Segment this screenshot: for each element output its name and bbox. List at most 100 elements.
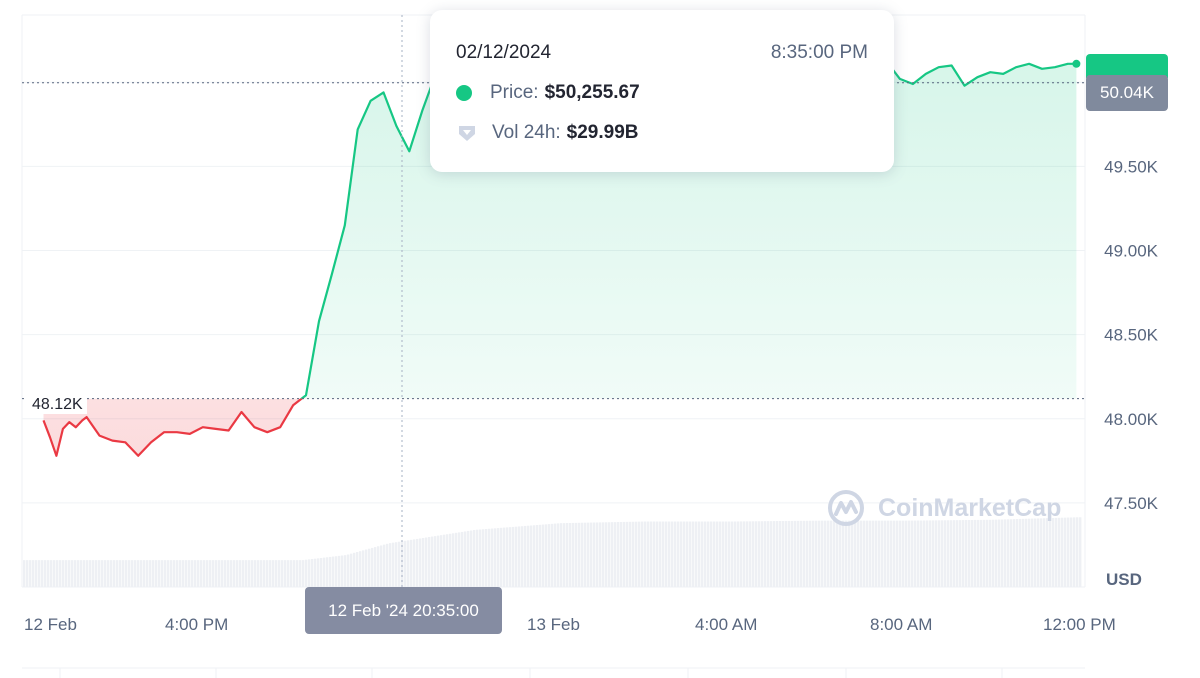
volume-bar xyxy=(833,520,836,587)
volume-bar xyxy=(512,526,515,587)
volume-bar xyxy=(302,560,305,587)
volume-bar xyxy=(1004,519,1007,587)
volume-bar xyxy=(1034,518,1037,587)
volume-bar xyxy=(602,522,605,587)
volume-bar xyxy=(671,521,674,587)
y-tick-label: 49.50K xyxy=(1104,157,1159,176)
volume-bar xyxy=(638,521,641,587)
volume-bar xyxy=(956,520,959,587)
volume-bar xyxy=(155,560,158,587)
volume-bar xyxy=(836,520,839,587)
volume-bar xyxy=(1073,517,1076,587)
y-tick-label: 47.50K xyxy=(1104,494,1159,513)
reference-price-label: 48.12K xyxy=(24,396,87,414)
volume-bar xyxy=(800,520,803,587)
volume-bar xyxy=(1046,518,1049,587)
volume-bar xyxy=(350,553,353,587)
volume-bar xyxy=(530,525,533,587)
last-price-dot xyxy=(1072,59,1081,68)
volume-bar xyxy=(950,520,953,587)
volume-bar xyxy=(785,520,788,587)
volume-bar xyxy=(704,521,707,587)
volume-bar xyxy=(854,520,857,587)
volume-bar xyxy=(470,530,473,587)
volume-bar xyxy=(275,560,278,587)
volume-bar xyxy=(896,520,899,587)
y-tick-label: 48.00K xyxy=(1104,410,1159,429)
volume-bar xyxy=(314,558,317,587)
volume-bar xyxy=(113,560,116,587)
volume-bar xyxy=(341,555,344,587)
volume-bar xyxy=(353,552,356,587)
volume-bar xyxy=(614,522,617,587)
volume-bar xyxy=(848,520,851,587)
volume-bar xyxy=(842,520,845,587)
volume-bar xyxy=(626,521,629,587)
y-tick-label: 48.50K xyxy=(1104,326,1159,345)
volume-bar xyxy=(665,521,668,587)
volume-bar xyxy=(494,528,497,587)
volume-bar xyxy=(44,560,47,587)
volume-bar xyxy=(641,521,644,587)
volume-bar xyxy=(584,522,587,587)
volume-bar xyxy=(77,560,80,587)
volume-bar xyxy=(1040,518,1043,587)
volume-bar xyxy=(890,520,893,587)
volume-bar xyxy=(242,560,245,587)
crosshair-date-tag: 12 Feb '24 20:35:00 xyxy=(305,587,502,634)
volume-bar xyxy=(866,520,869,587)
volume-bar xyxy=(725,521,728,587)
volume-bar xyxy=(875,520,878,587)
volume-bar xyxy=(356,552,359,587)
volume-bar xyxy=(767,521,770,587)
volume-bar xyxy=(869,520,872,587)
volume-bar xyxy=(191,560,194,587)
volume-bar xyxy=(185,560,188,587)
volume-bar xyxy=(578,522,581,587)
volume-bar xyxy=(461,531,464,587)
volume-bar xyxy=(455,532,458,587)
volume-bar xyxy=(35,560,38,587)
volume-bar xyxy=(263,560,266,587)
volume-bar xyxy=(272,560,275,587)
volume-bar xyxy=(911,520,914,587)
volume-bar xyxy=(233,560,236,587)
tooltip-vol-value: $29.99B xyxy=(566,122,639,143)
volume-bar xyxy=(23,560,26,587)
volume-bar xyxy=(149,560,152,587)
volume-bar xyxy=(560,523,563,587)
volume-bar xyxy=(746,521,749,587)
volume-bar xyxy=(491,528,494,587)
volume-bar xyxy=(611,522,614,587)
tooltip-price-row: Price: $50,255.67 xyxy=(456,82,640,104)
volume-bar xyxy=(440,535,443,587)
volume-bar xyxy=(419,538,422,587)
volume-bar xyxy=(281,560,284,587)
volume-bar xyxy=(41,560,44,587)
volume-bar xyxy=(839,520,842,587)
volume-bar xyxy=(527,525,530,587)
volume-bar xyxy=(605,522,608,587)
volume-bar xyxy=(1031,518,1034,587)
volume-bar xyxy=(1055,517,1058,587)
volume-bar xyxy=(593,522,596,587)
volume-bar xyxy=(971,519,974,587)
volume-bar xyxy=(50,560,53,587)
volume-bar xyxy=(200,560,203,587)
volume-bar xyxy=(74,560,77,587)
volume-bar xyxy=(569,522,572,587)
volume-bar xyxy=(647,521,650,587)
x-tick-label: 13 Feb xyxy=(527,615,580,634)
volume-bar xyxy=(1052,517,1055,587)
volume-bar xyxy=(716,521,719,587)
volume-bar xyxy=(722,521,725,587)
volume-bar xyxy=(953,520,956,587)
volume-bar xyxy=(71,560,74,587)
volume-bar xyxy=(266,560,269,587)
volume-bar xyxy=(206,560,209,587)
volume-bar xyxy=(212,560,215,587)
volume-bar xyxy=(962,520,965,587)
volume-bar xyxy=(743,521,746,587)
volume-bar xyxy=(779,521,782,587)
tooltip-time: 8:35:00 PM xyxy=(770,42,868,63)
